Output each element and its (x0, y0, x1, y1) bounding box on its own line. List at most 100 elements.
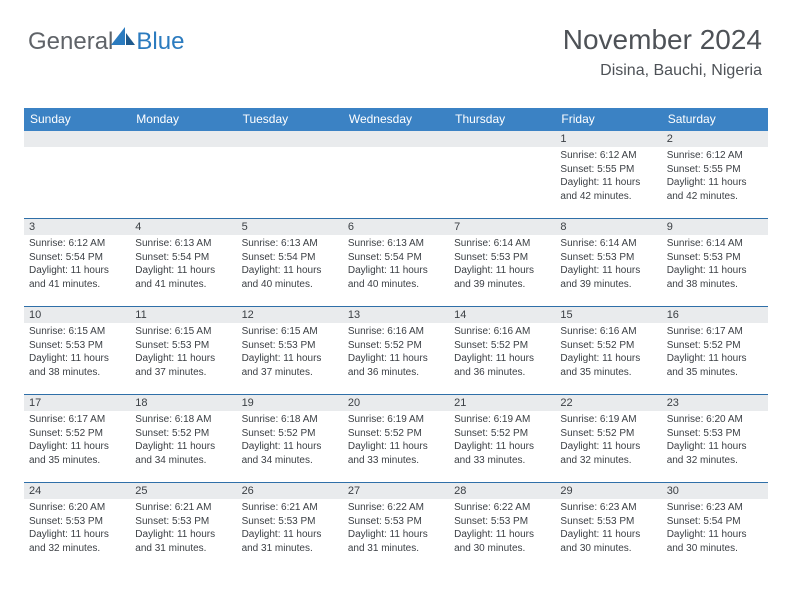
calendar-day-cell: 22Sunrise: 6:19 AMSunset: 5:52 PMDayligh… (555, 395, 661, 483)
calendar-day-cell: 11Sunrise: 6:15 AMSunset: 5:53 PMDayligh… (130, 307, 236, 395)
day-details: Sunrise: 6:21 AMSunset: 5:53 PMDaylight:… (130, 499, 236, 557)
weekday-header: Friday (555, 108, 661, 131)
calendar-week-row: 1Sunrise: 6:12 AMSunset: 5:55 PMDaylight… (24, 131, 768, 219)
day-number (24, 131, 130, 147)
calendar-day-cell: 1Sunrise: 6:12 AMSunset: 5:55 PMDaylight… (555, 131, 661, 219)
day-details: Sunrise: 6:15 AMSunset: 5:53 PMDaylight:… (24, 323, 130, 381)
sunrise-text: Sunrise: 6:12 AM (667, 149, 763, 163)
daylight-text: Daylight: 11 hours and 31 minutes. (135, 528, 231, 555)
weekday-header: Monday (130, 108, 236, 131)
day-number: 19 (237, 395, 343, 411)
day-details: Sunrise: 6:14 AMSunset: 5:53 PMDaylight:… (449, 235, 555, 293)
sunset-text: Sunset: 5:52 PM (454, 339, 550, 353)
sunset-text: Sunset: 5:53 PM (454, 251, 550, 265)
day-number: 9 (662, 219, 768, 235)
daylight-text: Daylight: 11 hours and 39 minutes. (454, 264, 550, 291)
calendar-day-cell: 29Sunrise: 6:23 AMSunset: 5:53 PMDayligh… (555, 483, 661, 571)
day-number: 22 (555, 395, 661, 411)
daylight-text: Daylight: 11 hours and 38 minutes. (667, 264, 763, 291)
day-number (449, 131, 555, 147)
calendar-day-cell: 7Sunrise: 6:14 AMSunset: 5:53 PMDaylight… (449, 219, 555, 307)
day-details: Sunrise: 6:16 AMSunset: 5:52 PMDaylight:… (343, 323, 449, 381)
daylight-text: Daylight: 11 hours and 42 minutes. (667, 176, 763, 203)
day-details: Sunrise: 6:19 AMSunset: 5:52 PMDaylight:… (449, 411, 555, 469)
calendar-day-cell: 16Sunrise: 6:17 AMSunset: 5:52 PMDayligh… (662, 307, 768, 395)
calendar-day-cell: 5Sunrise: 6:13 AMSunset: 5:54 PMDaylight… (237, 219, 343, 307)
calendar-day-cell: 2Sunrise: 6:12 AMSunset: 5:55 PMDaylight… (662, 131, 768, 219)
sunrise-text: Sunrise: 6:13 AM (348, 237, 444, 251)
day-details: Sunrise: 6:19 AMSunset: 5:52 PMDaylight:… (343, 411, 449, 469)
sunset-text: Sunset: 5:53 PM (29, 339, 125, 353)
weekday-header: Thursday (449, 108, 555, 131)
day-number: 23 (662, 395, 768, 411)
logo-sail-icon (111, 27, 135, 45)
sunrise-text: Sunrise: 6:17 AM (667, 325, 763, 339)
sunrise-text: Sunrise: 6:18 AM (135, 413, 231, 427)
daylight-text: Daylight: 11 hours and 35 minutes. (29, 440, 125, 467)
day-number: 6 (343, 219, 449, 235)
day-details: Sunrise: 6:23 AMSunset: 5:54 PMDaylight:… (662, 499, 768, 557)
day-details: Sunrise: 6:18 AMSunset: 5:52 PMDaylight:… (237, 411, 343, 469)
day-number (343, 131, 449, 147)
calendar-day-cell: 12Sunrise: 6:15 AMSunset: 5:53 PMDayligh… (237, 307, 343, 395)
sunrise-text: Sunrise: 6:22 AM (454, 501, 550, 515)
daylight-text: Daylight: 11 hours and 33 minutes. (348, 440, 444, 467)
day-number: 26 (237, 483, 343, 499)
day-details: Sunrise: 6:12 AMSunset: 5:55 PMDaylight:… (555, 147, 661, 205)
day-details: Sunrise: 6:20 AMSunset: 5:53 PMDaylight:… (662, 411, 768, 469)
sunset-text: Sunset: 5:54 PM (667, 515, 763, 529)
day-number: 30 (662, 483, 768, 499)
sunset-text: Sunset: 5:53 PM (242, 339, 338, 353)
daylight-text: Daylight: 11 hours and 34 minutes. (242, 440, 338, 467)
calendar-table: Sunday Monday Tuesday Wednesday Thursday… (24, 108, 768, 571)
calendar-day-cell (343, 131, 449, 219)
sunset-text: Sunset: 5:53 PM (135, 339, 231, 353)
page-title: November 2024 (563, 24, 762, 56)
sunset-text: Sunset: 5:53 PM (242, 515, 338, 529)
sunrise-text: Sunrise: 6:16 AM (454, 325, 550, 339)
day-number: 17 (24, 395, 130, 411)
calendar-day-cell: 4Sunrise: 6:13 AMSunset: 5:54 PMDaylight… (130, 219, 236, 307)
calendar-day-cell: 26Sunrise: 6:21 AMSunset: 5:53 PMDayligh… (237, 483, 343, 571)
sunset-text: Sunset: 5:52 PM (242, 427, 338, 441)
calendar-day-cell: 19Sunrise: 6:18 AMSunset: 5:52 PMDayligh… (237, 395, 343, 483)
day-details: Sunrise: 6:20 AMSunset: 5:53 PMDaylight:… (24, 499, 130, 557)
calendar-week-row: 24Sunrise: 6:20 AMSunset: 5:53 PMDayligh… (24, 483, 768, 571)
day-details: Sunrise: 6:17 AMSunset: 5:52 PMDaylight:… (24, 411, 130, 469)
sunrise-text: Sunrise: 6:21 AM (242, 501, 338, 515)
calendar-day-cell: 20Sunrise: 6:19 AMSunset: 5:52 PMDayligh… (343, 395, 449, 483)
calendar-day-cell (237, 131, 343, 219)
sunrise-text: Sunrise: 6:20 AM (29, 501, 125, 515)
calendar-day-cell (24, 131, 130, 219)
sunset-text: Sunset: 5:53 PM (135, 515, 231, 529)
header-block: November 2024 Disina, Bauchi, Nigeria (563, 24, 762, 80)
calendar-day-cell (130, 131, 236, 219)
daylight-text: Daylight: 11 hours and 32 minutes. (667, 440, 763, 467)
calendar-day-cell: 21Sunrise: 6:19 AMSunset: 5:52 PMDayligh… (449, 395, 555, 483)
sunrise-text: Sunrise: 6:19 AM (454, 413, 550, 427)
day-number: 24 (24, 483, 130, 499)
sunset-text: Sunset: 5:53 PM (560, 251, 656, 265)
calendar-day-cell: 9Sunrise: 6:14 AMSunset: 5:53 PMDaylight… (662, 219, 768, 307)
sunrise-text: Sunrise: 6:15 AM (29, 325, 125, 339)
day-details: Sunrise: 6:23 AMSunset: 5:53 PMDaylight:… (555, 499, 661, 557)
calendar-day-cell: 10Sunrise: 6:15 AMSunset: 5:53 PMDayligh… (24, 307, 130, 395)
day-number: 28 (449, 483, 555, 499)
calendar-week-row: 17Sunrise: 6:17 AMSunset: 5:52 PMDayligh… (24, 395, 768, 483)
daylight-text: Daylight: 11 hours and 33 minutes. (454, 440, 550, 467)
sunrise-text: Sunrise: 6:19 AM (560, 413, 656, 427)
daylight-text: Daylight: 11 hours and 32 minutes. (560, 440, 656, 467)
calendar-day-cell (449, 131, 555, 219)
calendar-day-cell: 23Sunrise: 6:20 AMSunset: 5:53 PMDayligh… (662, 395, 768, 483)
calendar-day-cell: 15Sunrise: 6:16 AMSunset: 5:52 PMDayligh… (555, 307, 661, 395)
day-details: Sunrise: 6:13 AMSunset: 5:54 PMDaylight:… (237, 235, 343, 293)
daylight-text: Daylight: 11 hours and 41 minutes. (29, 264, 125, 291)
calendar-day-cell: 6Sunrise: 6:13 AMSunset: 5:54 PMDaylight… (343, 219, 449, 307)
day-details: Sunrise: 6:22 AMSunset: 5:53 PMDaylight:… (343, 499, 449, 557)
day-number: 4 (130, 219, 236, 235)
day-number: 12 (237, 307, 343, 323)
sunrise-text: Sunrise: 6:18 AM (242, 413, 338, 427)
sunset-text: Sunset: 5:52 PM (348, 427, 444, 441)
sunrise-text: Sunrise: 6:12 AM (560, 149, 656, 163)
calendar-day-cell: 30Sunrise: 6:23 AMSunset: 5:54 PMDayligh… (662, 483, 768, 571)
